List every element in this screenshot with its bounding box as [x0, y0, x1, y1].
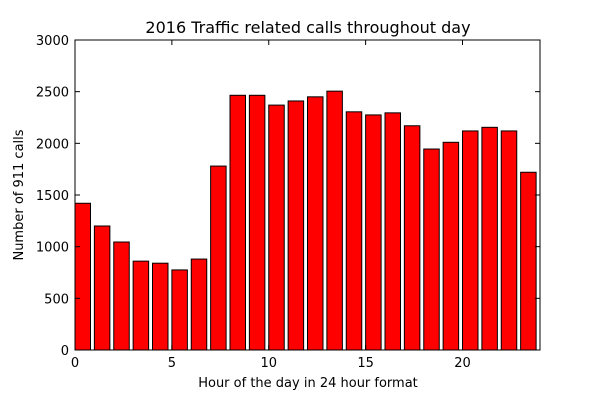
ticks-group: 0 5 10 15 20 0 500 1000 1500 2000 2500 3000 [36, 34, 540, 371]
bar-hour-6 [190, 258, 208, 351]
bars-group [74, 90, 537, 351]
bar-hour-14 [345, 111, 363, 351]
y-tick-label-0: 0 [61, 344, 69, 359]
y-tick-label-500: 500 [44, 292, 69, 307]
bar-hour-15 [365, 114, 382, 351]
bar-hour-18 [423, 148, 440, 351]
bar-hour-16 [384, 112, 401, 351]
x-tick-label-10: 10 [260, 356, 277, 371]
bar-hour-7 [210, 165, 227, 351]
bar-hour-12 [307, 96, 324, 351]
bar-hour-2 [113, 241, 130, 351]
bar-hour-22 [500, 130, 518, 351]
y-tick-label-1500: 1500 [36, 189, 69, 204]
bar-hour-1 [93, 225, 111, 351]
plot-frame [74, 39, 541, 351]
y-tick-label-2000: 2000 [36, 137, 69, 152]
bar-hour-19 [442, 141, 460, 351]
bar-hour-5 [171, 269, 188, 351]
y-axis-label: Number of 911 calls [12, 129, 27, 260]
bar-hour-10 [268, 104, 285, 351]
chart-title: 2016 Traffic related calls throughout da… [145, 18, 470, 37]
bar-hour-8 [229, 94, 246, 351]
x-axis-label: Hour of the day in 24 hour format [198, 376, 418, 391]
bar-hour-4 [152, 262, 169, 351]
bar-hour-3 [132, 260, 150, 351]
x-tick-label-0: 0 [71, 356, 79, 371]
bar-hour-17 [403, 125, 421, 351]
y-tick-label-1000: 1000 [36, 241, 69, 256]
x-tick-label-5: 5 [168, 356, 176, 371]
x-tick-label-15: 15 [357, 356, 374, 371]
bar-hour-21 [481, 126, 498, 351]
y-tick-label-3000: 3000 [36, 34, 69, 49]
bar-hour-13 [326, 90, 343, 351]
bar-hour-9 [248, 94, 266, 351]
bar-hour-11 [287, 100, 305, 351]
x-tick-label-20: 20 [454, 356, 471, 371]
bar-hour-23 [520, 171, 537, 351]
y-tick-label-2500: 2500 [36, 86, 69, 101]
bar-hour-20 [462, 130, 479, 351]
bar-hour-0 [74, 202, 91, 351]
